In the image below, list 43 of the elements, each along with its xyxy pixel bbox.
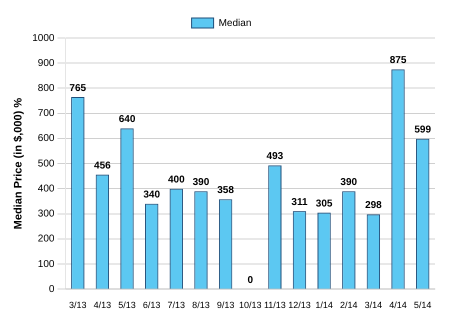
data-label: 493: [266, 151, 284, 162]
data-label: 305: [316, 198, 333, 210]
x-tick-label: 8/13: [192, 300, 210, 310]
x-tick-label: 9/13: [216, 300, 234, 310]
x-tick-label: 10/13: [238, 300, 262, 310]
y-tick-label: 100: [38, 258, 55, 270]
data-label: 358: [217, 185, 234, 196]
x-tick-label: 11/13: [264, 300, 286, 310]
data-label: 400: [168, 174, 186, 186]
data-label: 640: [118, 114, 136, 126]
y-tick-label: 1000: [32, 32, 55, 44]
y-axis-title: Median Price (in $,000) %: [12, 98, 25, 230]
x-tick-label: 3/13: [69, 300, 87, 310]
data-label: 390: [340, 176, 358, 188]
y-tick-label: 200: [38, 234, 55, 245]
x-tick-label: 5/14: [414, 300, 432, 310]
x-tick-label: 4/13: [94, 300, 112, 310]
x-tick-label: 5/13: [118, 300, 136, 310]
data-label: 456: [94, 160, 112, 172]
x-tick-label: 4/14: [389, 300, 407, 310]
x-tick-label: 1/14: [315, 300, 333, 310]
y-tick-label: 400: [38, 183, 55, 194]
y-tick-label: 500: [38, 158, 55, 170]
x-tick-label: 3/14: [364, 300, 382, 310]
x-tick-label: 12/13: [288, 300, 311, 310]
data-label: 0: [247, 274, 254, 286]
legend-label: Median: [218, 18, 252, 29]
x-tick-label: 6/13: [142, 300, 160, 310]
y-tick-label: 600: [38, 133, 55, 144]
data-label: 390: [192, 176, 210, 188]
data-label: 311: [291, 196, 308, 208]
x-tick-label: 7/13: [168, 300, 186, 310]
data-label: 298: [365, 200, 382, 212]
y-tick-label: 800: [38, 82, 55, 94]
x-tick-label: 2/14: [340, 300, 358, 310]
data-label: 765: [69, 82, 87, 94]
data-label: 599: [414, 124, 432, 136]
y-tick-label: 0: [48, 284, 55, 295]
y-tick-label: 900: [38, 58, 55, 69]
y-tick-label: 700: [38, 108, 55, 120]
data-label: 340: [143, 190, 160, 201]
y-tick-label: 300: [38, 208, 55, 220]
data-label: 875: [390, 55, 407, 66]
